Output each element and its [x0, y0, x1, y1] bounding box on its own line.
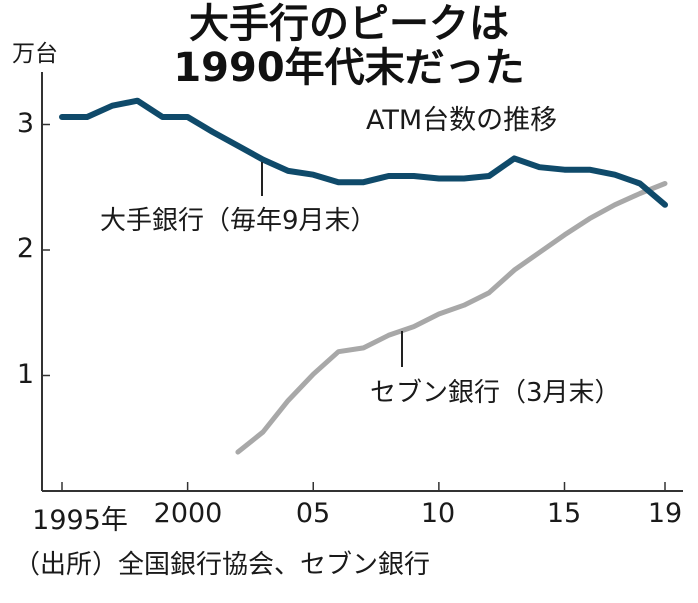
y-tick-marks	[42, 123, 50, 377]
y-tick-label-3: 3	[16, 108, 34, 139]
x-tick-label-2005: 05	[295, 498, 331, 529]
x-tick-label-2000: 2000	[153, 498, 223, 529]
chart-title-line1: 大手行のピークは	[189, 1, 509, 47]
x-tick-label-2019: 19	[647, 498, 683, 529]
big-banks-line	[59, 97, 668, 208]
seven-bank-label: セブン銀行（3月末）	[370, 378, 621, 408]
source-note: （出所）全国銀行協会、セブン銀行	[14, 550, 431, 580]
y-tick-label-1: 1	[16, 359, 34, 390]
chart-subtitle: ATM台数の推移	[366, 105, 558, 136]
chart-title-line2: 1990年代末だった	[173, 45, 525, 91]
x-tick-label-2010: 10	[420, 498, 456, 529]
seven-bank-line	[235, 181, 668, 455]
y-tick-label-2: 2	[16, 233, 34, 264]
big-banks-label: 大手銀行（毎年9月末）	[100, 206, 377, 236]
x-tick-marks	[61, 482, 666, 491]
y-axis-unit: 万台	[12, 41, 58, 67]
x-tick-label-1995: 1995年	[32, 505, 128, 536]
x-tick-label-2015: 15	[546, 498, 582, 529]
